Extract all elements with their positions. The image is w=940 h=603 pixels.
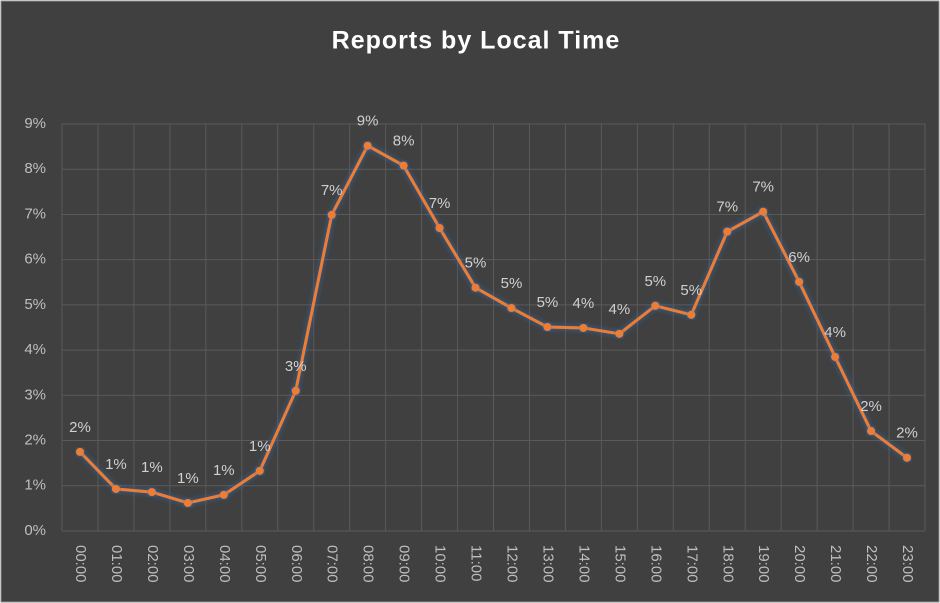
- marker: [471, 283, 480, 292]
- data-label: 7%: [752, 179, 774, 196]
- x-tick-label: 14:00: [575, 545, 592, 583]
- data-label: 2%: [860, 398, 882, 415]
- marker: [615, 329, 624, 338]
- data-label: 8%: [393, 133, 415, 150]
- marker: [543, 323, 552, 332]
- marker: [723, 227, 732, 236]
- plot: 2% 1% 1% 1% 1% 1% 3% 7% 9% 8% 7% 5% 5% 5% 4% 4% 5% 5% 7% 7%…: [69, 113, 918, 507]
- data-label: 3%: [285, 358, 307, 375]
- y-tick-label: 3%: [24, 386, 46, 403]
- y-tick-label: 8%: [24, 160, 46, 177]
- marker: [363, 141, 372, 150]
- y-tick-label: 2%: [24, 432, 46, 449]
- x-tick-label: 05:00: [252, 545, 269, 583]
- data-label: 5%: [501, 275, 523, 292]
- marker: [255, 466, 264, 475]
- x-tick-label: 13:00: [539, 545, 556, 583]
- x-tick-label: 22:00: [863, 545, 880, 583]
- marker: [651, 301, 660, 310]
- data-label: 4%: [609, 301, 631, 318]
- data-label: 5%: [537, 294, 559, 311]
- marker: [831, 352, 840, 361]
- x-tick-label: 20:00: [791, 545, 808, 583]
- marker: [759, 207, 768, 216]
- marker: [867, 427, 876, 436]
- data-label: 1%: [249, 438, 271, 455]
- x-tick-label: 09:00: [396, 545, 413, 583]
- data-label: 1%: [141, 459, 163, 476]
- x-tick-label: 19:00: [755, 545, 772, 583]
- data-label: 9%: [357, 113, 379, 130]
- marker: [327, 210, 336, 219]
- x-tick-label: 17:00: [683, 545, 700, 583]
- data-label: 7%: [321, 182, 343, 199]
- data-label: 7%: [429, 195, 451, 212]
- x-tick-label: 06:00: [288, 545, 305, 583]
- x-tick-label: 01:00: [108, 545, 125, 583]
- marker: [903, 453, 912, 462]
- chart-title: Reports by Local Time: [332, 27, 621, 55]
- x-tick-label: 16:00: [647, 545, 664, 583]
- data-label: 4%: [573, 295, 595, 312]
- y-tick-label: 5%: [24, 296, 46, 313]
- x-tick-label: 07:00: [324, 545, 341, 583]
- data-label: 1%: [105, 456, 127, 473]
- x-tick-label: 03:00: [180, 545, 197, 583]
- x-tick-label: 00:00: [72, 545, 89, 583]
- data-label: 5%: [680, 282, 702, 299]
- x-tick-label: 04:00: [216, 545, 233, 583]
- y-tick-label: 6%: [24, 251, 46, 268]
- x-tick-label: 18:00: [719, 545, 736, 583]
- y-tick-label: 0%: [24, 522, 46, 539]
- x-tick-label: 15:00: [611, 545, 628, 583]
- x-tick-label: 23:00: [899, 545, 916, 583]
- data-label: 2%: [69, 419, 91, 436]
- marker: [147, 488, 156, 497]
- marker: [435, 224, 444, 233]
- grid: 0% 1% 2% 3% 4% 5% 6% 7% 8% 9% 00:00 01:00 02:00 03:00…: [24, 115, 926, 583]
- line: [78, 144, 908, 505]
- y-tick-label: 1%: [24, 477, 46, 494]
- marker: [399, 161, 408, 170]
- x-tick-label: 11:00: [468, 545, 485, 581]
- data-label: 5%: [644, 273, 666, 290]
- data-label: 7%: [716, 199, 738, 216]
- x-tick-label: 02:00: [144, 545, 161, 583]
- marker: [579, 323, 588, 332]
- marker: [75, 447, 84, 456]
- marker: [507, 304, 516, 313]
- marker: [795, 277, 804, 286]
- data-label: 4%: [824, 324, 846, 341]
- y-tick-label: 9%: [24, 115, 46, 132]
- x-tick-label: 08:00: [360, 545, 377, 583]
- y-tick-label: 4%: [24, 341, 46, 358]
- x-tick-label: 12:00: [504, 545, 521, 583]
- marker: [111, 484, 120, 493]
- x-tick-label: 10:00: [432, 545, 449, 583]
- marker: [291, 386, 300, 395]
- data-label: 2%: [896, 425, 918, 442]
- data-label: 5%: [465, 255, 487, 272]
- data-label: 1%: [213, 462, 235, 479]
- data-label: 1%: [177, 470, 199, 487]
- data-label: 6%: [788, 249, 810, 266]
- marker: [183, 498, 192, 507]
- marker: [687, 310, 696, 319]
- x-tick-label: 21:00: [827, 545, 844, 583]
- marker: [219, 490, 228, 499]
- y-tick-label: 7%: [24, 205, 46, 222]
